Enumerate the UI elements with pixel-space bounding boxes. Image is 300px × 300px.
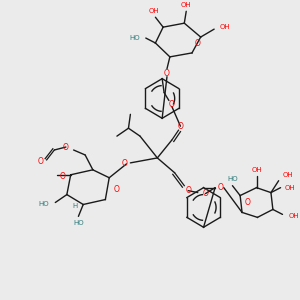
Text: OH: OH — [181, 2, 191, 8]
Text: HO: HO — [227, 176, 238, 182]
Text: O: O — [178, 122, 183, 131]
Text: O: O — [169, 100, 175, 109]
Text: O: O — [218, 183, 224, 192]
Text: OH: OH — [285, 184, 296, 190]
Text: HO: HO — [73, 220, 84, 226]
Text: O: O — [122, 159, 128, 168]
Text: OH: OH — [289, 213, 299, 219]
Text: OH: OH — [219, 24, 230, 30]
Text: O: O — [245, 198, 251, 207]
Text: OH: OH — [251, 167, 262, 173]
Text: O: O — [185, 186, 191, 195]
Text: O: O — [60, 172, 66, 181]
Text: HO: HO — [38, 202, 49, 208]
Text: HO: HO — [129, 35, 140, 41]
Text: O: O — [114, 185, 120, 194]
Text: O: O — [63, 142, 69, 152]
Text: O: O — [38, 158, 44, 166]
Text: O: O — [195, 40, 201, 49]
Text: O: O — [202, 189, 208, 198]
Text: O: O — [164, 69, 170, 78]
Text: OH: OH — [148, 8, 159, 14]
Text: H: H — [72, 203, 77, 209]
Text: OH: OH — [283, 172, 294, 178]
